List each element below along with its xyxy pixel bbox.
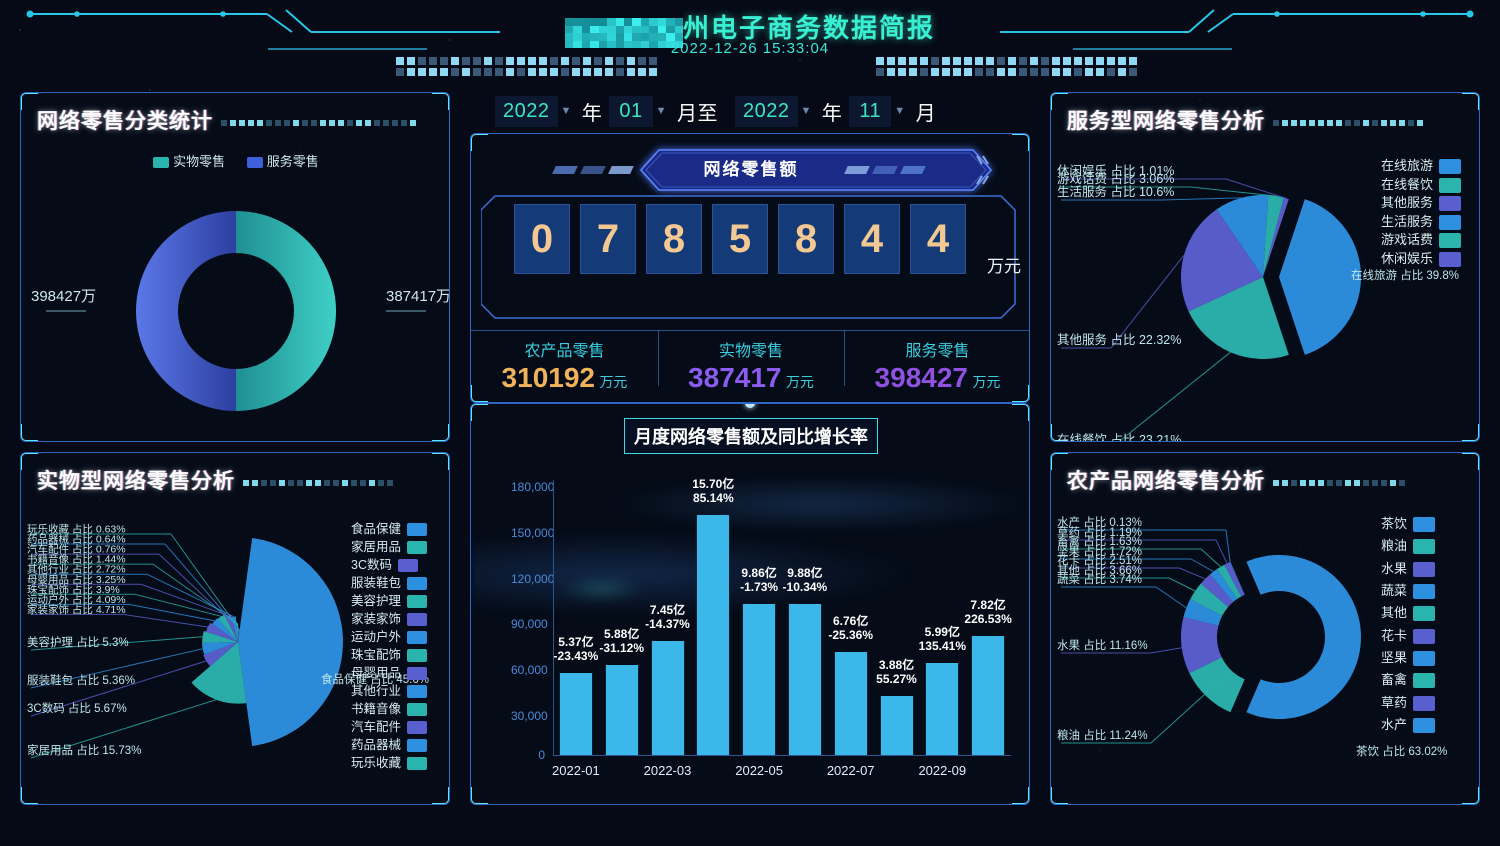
svg-text:茶饮 占比 63.02%: 茶饮 占比 63.02% (1356, 744, 1447, 758)
svg-text:游戏话费 占比 3.06%: 游戏话费 占比 3.06% (1057, 171, 1174, 186)
svg-text:粮油 占比 11.24%: 粮油 占比 11.24% (1057, 728, 1148, 742)
svg-text:美容护理 占比 5.3%: 美容护理 占比 5.3% (27, 635, 129, 649)
svg-text:蔬菜 占比 3.74%: 蔬菜 占比 3.74% (1057, 572, 1142, 586)
svg-text:在线餐饮 占比 23.21%: 在线餐饮 占比 23.21% (1057, 432, 1181, 442)
svg-text:服装鞋包 占比 5.36%: 服装鞋包 占比 5.36% (27, 673, 135, 687)
svg-text:其他服务 占比 22.32%: 其他服务 占比 22.32% (1057, 332, 1181, 347)
svg-text:在线旅游 占比 39.8%: 在线旅游 占比 39.8% (1351, 268, 1459, 282)
svg-text:网络零售额: 网络零售额 (704, 159, 799, 179)
svg-text:398427万: 398427万 (31, 288, 96, 305)
svg-text:家装家饰 占比 4.71%: 家装家饰 占比 4.71% (27, 603, 126, 616)
svg-text:387417万: 387417万 (386, 288, 450, 305)
svg-text:3C数码 占比 5.67%: 3C数码 占比 5.67% (27, 701, 127, 715)
svg-text:水果 占比 11.16%: 水果 占比 11.16% (1057, 638, 1148, 652)
svg-text:家居用品 占比 15.73%: 家居用品 占比 15.73% (27, 743, 141, 757)
svg-text:生活服务 占比 10.6%: 生活服务 占比 10.6% (1057, 184, 1174, 199)
